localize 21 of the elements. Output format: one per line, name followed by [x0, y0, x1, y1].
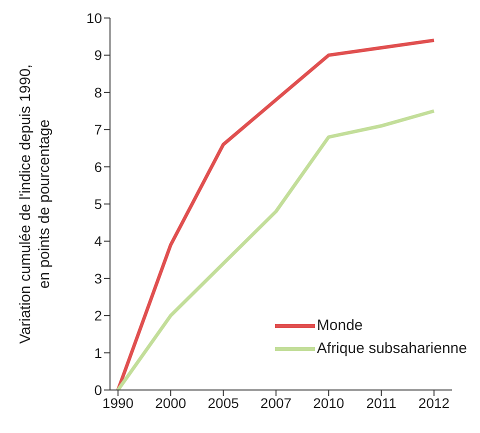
y-tick-label: 5 [94, 196, 102, 212]
y-axis-title: Variation cumulée de l'indice depuis 1990, en points de pourcentage [17, 64, 53, 344]
x-tick-label: 2010 [313, 394, 344, 411]
x-tick-label: 2012 [418, 394, 450, 411]
y-tick-label: 0 [94, 382, 102, 398]
y-tick-label: 2 [94, 308, 102, 324]
x-tick-label: 2011 [366, 394, 397, 411]
legend-label: Monde [316, 317, 363, 334]
y-tick-label: 8 [94, 84, 102, 100]
y-tick-label: 3 [94, 270, 102, 286]
y-tick-label: 9 [94, 47, 102, 64]
y-tick-label: 7 [94, 122, 102, 138]
y-tick-label: 6 [94, 158, 102, 175]
x-tick-label: 2005 [208, 394, 240, 411]
x-tick-label: 2000 [155, 394, 186, 411]
legend-label: Afrique subsaharienne [316, 340, 467, 357]
x-tick-label: 2007 [260, 394, 292, 411]
y-tick-label: 4 [94, 233, 102, 250]
y-tick-label: 1 [94, 344, 102, 361]
x-tick-label: 1990 [102, 394, 134, 411]
y-tick-label: 10 [86, 10, 102, 26]
